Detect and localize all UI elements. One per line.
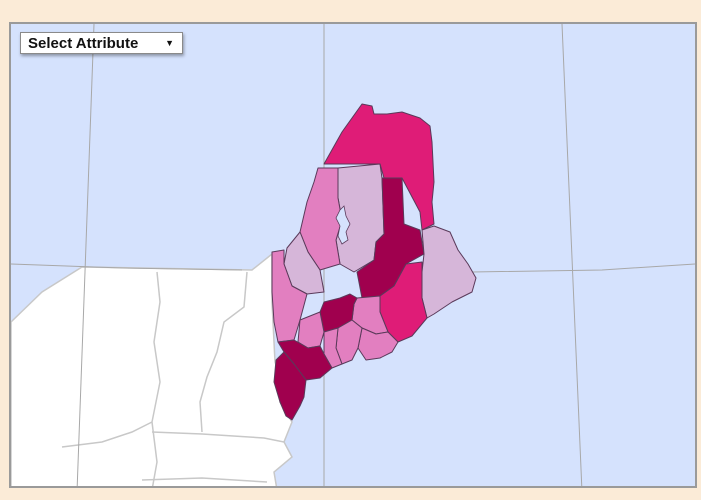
map-frame[interactable] — [9, 22, 697, 488]
choropleth-map[interactable] — [11, 24, 695, 486]
moosehead-lake — [335, 205, 351, 245]
maine-counties[interactable] — [271, 103, 477, 421]
other-states — [11, 252, 293, 486]
county-knox[interactable] — [357, 327, 399, 361]
attribute-select[interactable]: Select Attribute ▼ — [20, 32, 183, 54]
county-york[interactable] — [273, 351, 307, 421]
attribute-select-label: Select Attribute — [28, 34, 139, 52]
triangle-down-icon: ▼ — [165, 38, 174, 48]
county-somerset[interactable] — [299, 167, 343, 271]
